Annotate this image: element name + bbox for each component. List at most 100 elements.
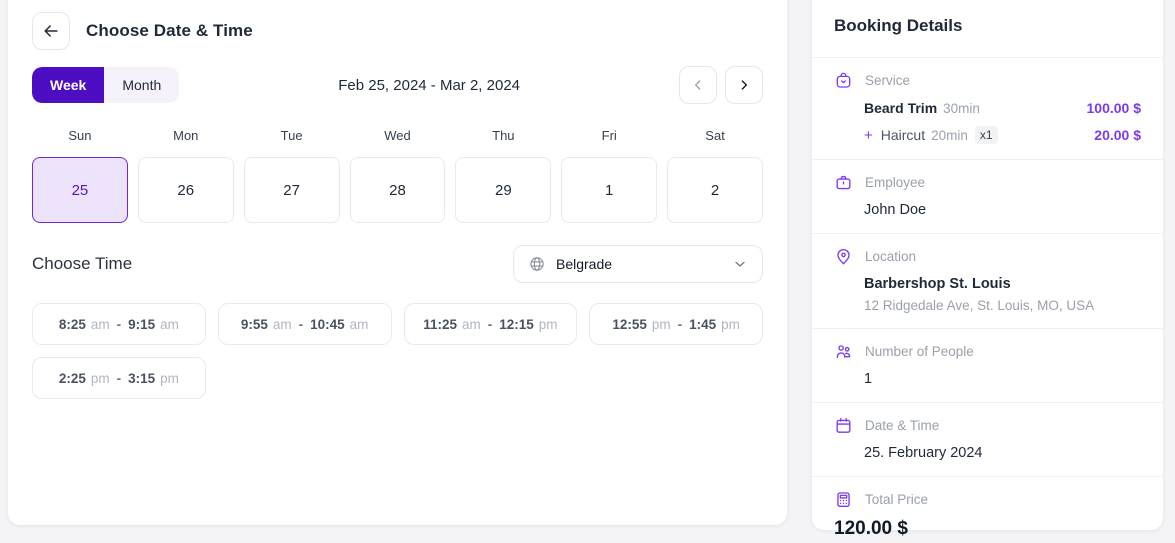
globe-icon — [528, 255, 546, 273]
section-datetime: Date & Time 25. February 2024 — [812, 402, 1163, 476]
slot-end-time: 3:15 — [128, 370, 156, 386]
chevron-down-icon — [732, 256, 748, 272]
arrow-left-icon — [41, 21, 61, 41]
date-range-label: Feb 25, 2024 - Mar 2, 2024 — [338, 76, 521, 94]
chevron-left-icon — [690, 77, 706, 93]
weekday-label: Sat — [705, 128, 725, 143]
slot-start-time: 9:55 — [240, 316, 268, 332]
timezone-select[interactable]: Belgrade — [513, 245, 763, 283]
section-total: Total Price 120.00 $ — [812, 476, 1163, 543]
slot-separator: - — [298, 316, 304, 332]
service-duration: 30min — [943, 100, 980, 116]
slot-start-time: 12:55 — [612, 316, 647, 332]
slot-end-period: pm — [538, 316, 558, 332]
service-price: 20.00 $ — [1094, 127, 1141, 143]
weekday-label: Thu — [492, 128, 515, 143]
slot-start-period: pm — [651, 316, 671, 332]
day-cell[interactable]: 1 — [561, 157, 658, 223]
day-cell[interactable]: 26 — [137, 157, 234, 223]
slot-end-period: pm — [721, 316, 740, 332]
time-slot[interactable]: 2:25 pm -3:15 pm — [32, 357, 206, 399]
prev-week-button[interactable] — [679, 66, 717, 104]
briefcase-icon — [834, 173, 853, 192]
slot-end-time: 12:15 — [499, 316, 534, 332]
slot-end-time: 9:15 — [128, 316, 156, 332]
weekday-label: Sun — [68, 128, 92, 143]
section-location: Location Barbershop St. Louis 12 Ridgeda… — [812, 233, 1163, 328]
next-week-button[interactable] — [725, 66, 763, 104]
slot-start-time: 2:25 — [58, 370, 86, 386]
slot-start-period: am — [272, 316, 292, 332]
calendar-icon — [834, 416, 853, 435]
section-label: Service — [865, 73, 911, 88]
slot-end-period: am — [160, 316, 179, 332]
time-slot[interactable]: 12:55 pm -1:45 pm — [589, 303, 763, 345]
day-cell[interactable]: 29 — [455, 157, 552, 223]
day-grid: 25 26 27 28 29 1 2 — [32, 157, 763, 223]
slot-separator: - — [487, 316, 493, 332]
slot-end-period: pm — [160, 370, 179, 386]
slot-start-time: 8:25 — [58, 316, 86, 332]
time-slot-list: 8:25 am -9:15 am 9:55 am -10:45 am 11:25 am -12:… — [32, 303, 763, 399]
people-count: 1 — [864, 371, 873, 387]
time-slot[interactable]: 9:55 am -10:45 am — [217, 303, 392, 345]
weekday-label: Mon — [173, 128, 199, 143]
toggle-month[interactable]: Month — [122, 77, 162, 93]
time-slot[interactable]: 8:25 am -9:15 am — [32, 303, 206, 345]
bag-icon — [834, 71, 853, 90]
choose-time-heading: Choose Time — [32, 254, 133, 273]
slot-start-time: 11:25 — [423, 316, 457, 332]
quantity-badge: x1 — [974, 126, 998, 144]
employee-name: John Doe — [864, 202, 927, 218]
booking-details-panel: Booking Details Service Beard Trim 30min… — [812, 0, 1163, 539]
location-name: Barbershop St. Louis — [864, 276, 1011, 292]
slot-start-period: pm — [90, 370, 110, 386]
day-cell[interactable]: 2 — [667, 157, 763, 223]
day-cell[interactable]: 28 — [349, 157, 446, 223]
chevron-right-icon — [736, 77, 752, 93]
section-label: Date & Time — [865, 418, 940, 433]
slot-start-period: am — [90, 316, 110, 332]
timezone-value: Belgrade — [556, 256, 613, 272]
total-price: 120.00 $ — [834, 518, 908, 539]
service-addon-item: + Haircut 20min x1 20.00 $ — [864, 126, 1141, 144]
section-label: Location — [865, 249, 917, 264]
date-time-panel: Choose Date & Time Week Month Feb 25, 20… — [8, 0, 787, 525]
weekday-label: Tue — [280, 128, 303, 143]
plus-icon: + — [864, 126, 873, 144]
section-employee: Employee John Doe — [812, 159, 1163, 233]
day-cell-selected[interactable]: 25 — [32, 157, 128, 223]
people-icon — [834, 342, 853, 361]
slot-separator: - — [677, 316, 683, 332]
calendar-nav-row: Week Month Feb 25, 2024 - Mar 2, 2024 — [32, 66, 763, 104]
slot-end-period: am — [349, 316, 369, 332]
booking-details-title: Booking Details — [834, 16, 963, 35]
slot-separator: - — [116, 316, 122, 332]
service-item: Beard Trim 30min 100.00 $ — [864, 100, 1141, 116]
service-name: Beard Trim — [864, 100, 938, 116]
view-toggle: Week Month — [32, 67, 180, 103]
day-cell[interactable]: 27 — [243, 157, 340, 223]
section-label: Employee — [865, 175, 926, 190]
panel-header: Choose Date & Time — [32, 12, 763, 50]
map-pin-icon — [834, 247, 853, 266]
section-service: Service Beard Trim 30min 100.00 $ + Hair… — [812, 57, 1163, 159]
section-label: Total Price — [865, 492, 929, 507]
slot-separator: - — [116, 370, 122, 386]
location-address: 12 Ridgedale Ave, St. Louis, MO, USA — [864, 298, 1095, 313]
time-slot[interactable]: 11:25 am -12:15 pm — [403, 303, 578, 345]
section-label: Number of People — [865, 344, 974, 359]
toggle-week[interactable]: Week — [32, 67, 105, 103]
service-price: 100.00 $ — [1086, 100, 1142, 116]
weekday-header-row: Sun Mon Tue Wed Thu Fri Sat — [32, 128, 763, 143]
page-title: Choose Date & Time — [86, 21, 253, 40]
slot-start-period: am — [461, 316, 481, 332]
service-duration: 20min — [931, 127, 968, 143]
back-button[interactable] — [32, 12, 70, 50]
selected-date: 25. February 2024 — [864, 445, 983, 461]
slot-end-time: 1:45 — [689, 316, 717, 332]
calculator-icon — [834, 490, 853, 509]
slot-end-time: 10:45 — [310, 316, 345, 332]
section-people: Number of People 1 — [812, 328, 1163, 402]
weekday-label: Wed — [384, 128, 411, 143]
